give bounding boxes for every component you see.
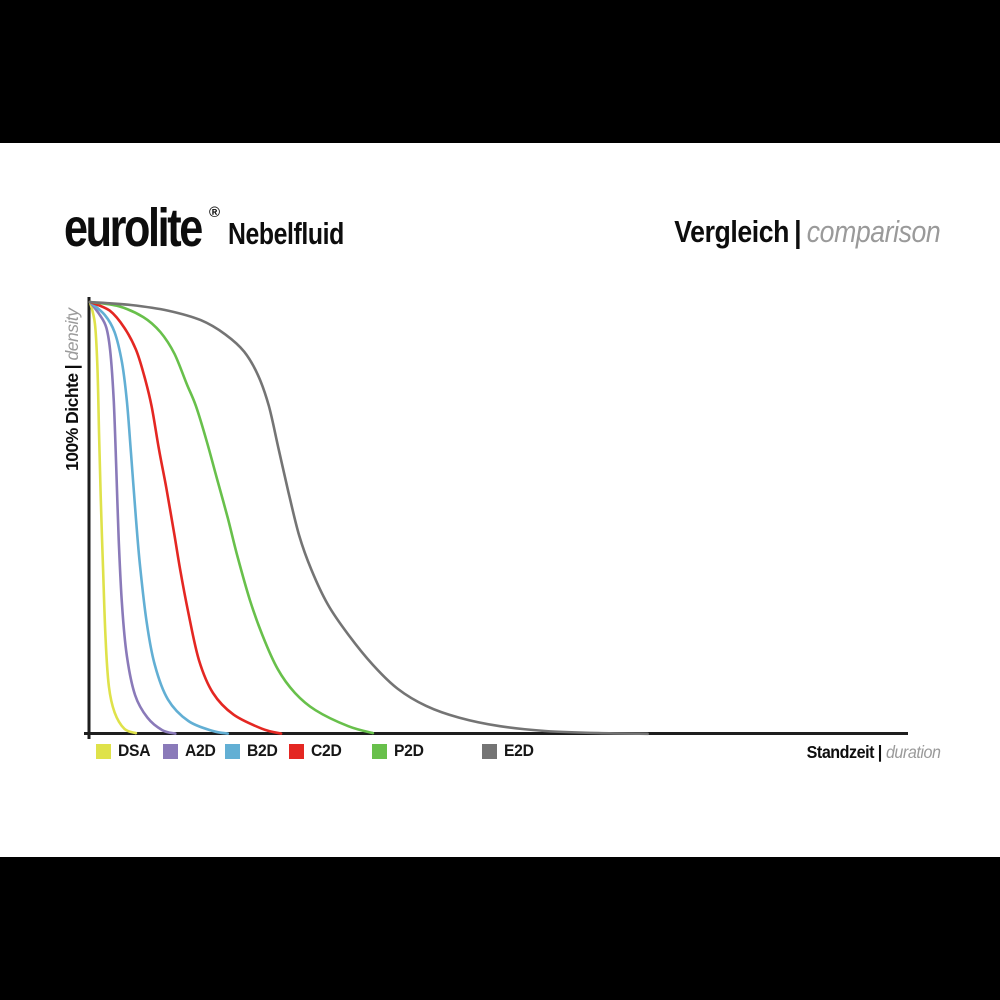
legend-label-c2d: C2D [311,742,342,760]
legend-swatch-p2d [372,744,387,759]
legend-item-e2d: E2D [482,742,535,760]
curve-p2d [88,300,375,735]
legend-label-e2d: E2D [504,742,534,760]
legend-item-c2d: C2D [289,742,343,760]
title-separator: | [793,214,802,249]
registered-trademark-icon: ® [209,204,221,221]
legend-label-dsa: DSA [118,742,151,760]
y-axis-label: 100% Dichte | density [61,309,83,471]
y-axis-label-german: 100% Dichte [62,373,82,471]
top-black-band [0,0,1000,143]
legend-swatch-a2d [163,744,178,759]
x-axis-label-german: Standzeit [806,742,874,762]
curve-dsa [88,300,138,735]
legend-swatch-e2d [482,744,497,759]
legend-label-b2d: B2D [247,742,278,760]
y-axis-label-separator: | [62,364,82,370]
title-german: Vergleich [674,214,789,249]
legend-item-dsa: DSA [96,742,152,760]
curve-b2d [88,300,230,735]
x-axis-label-separator: | [877,742,882,762]
page-title: Vergleich | comparison [674,214,940,249]
legend-item-p2d: P2D [372,742,425,760]
y-axis-label-english: density [62,308,82,361]
legend-label-p2d: P2D [394,742,424,760]
legend-item-b2d: B2D [225,742,279,760]
bottom-black-band [0,857,1000,1000]
eurolite-logo: eurolite [64,198,203,258]
legend-swatch-b2d [225,744,240,759]
curve-c2d [88,300,283,735]
title-english: comparison [806,214,940,249]
curve-e2d [88,300,649,736]
legend-item-a2d: A2D [163,742,217,760]
product-name: Nebelfluid [228,216,344,251]
curve-a2d [88,300,177,735]
legend-label-a2d: A2D [185,742,216,760]
x-axis-label: Standzeit | duration [806,742,940,763]
legend-swatch-c2d [289,744,304,759]
legend-swatch-dsa [96,744,111,759]
x-axis-label-english: duration [885,742,940,762]
density-curves [88,300,649,736]
